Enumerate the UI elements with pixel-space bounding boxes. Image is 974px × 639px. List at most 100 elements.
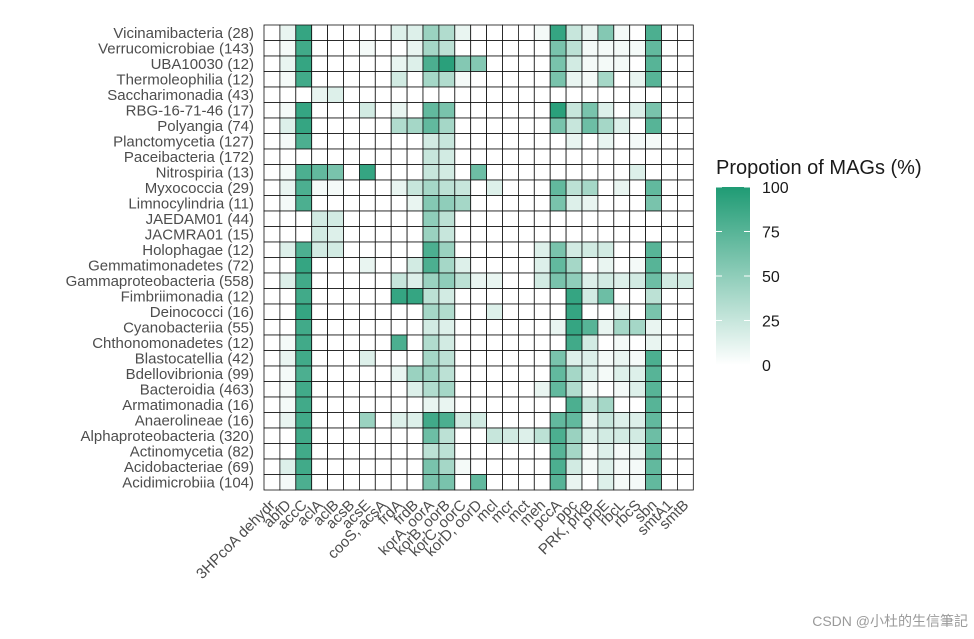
heatmap-cell bbox=[549, 396, 567, 413]
heatmap-cell bbox=[311, 334, 329, 351]
row-label: UBA10030 (12) bbox=[151, 56, 254, 73]
heatmap-cell bbox=[454, 272, 472, 289]
heatmap-cell bbox=[661, 195, 678, 212]
heatmap-cell bbox=[406, 148, 424, 165]
heatmap-cell bbox=[438, 241, 456, 258]
heatmap-cell bbox=[533, 303, 551, 320]
heatmap-cell bbox=[581, 164, 599, 181]
heatmap-cell bbox=[279, 24, 297, 41]
heatmap-cell bbox=[374, 303, 392, 320]
heatmap-cell bbox=[295, 412, 313, 429]
heatmap-cell bbox=[502, 443, 519, 460]
heatmap-cell bbox=[613, 24, 631, 41]
heatmap-cell bbox=[661, 319, 678, 336]
heatmap-cell bbox=[613, 458, 631, 475]
heatmap-cell bbox=[581, 474, 599, 491]
heatmap-cell bbox=[518, 71, 535, 88]
heatmap-cell bbox=[390, 24, 408, 41]
heatmap-cell bbox=[645, 71, 662, 88]
row-label: Anaerolineae (16) bbox=[135, 412, 254, 429]
heatmap-cell bbox=[581, 102, 599, 119]
heatmap-cell bbox=[311, 288, 329, 305]
row-labels: Vicinamibacteria (28)Verrucomicrobiae (1… bbox=[66, 25, 254, 491]
heatmap-cell bbox=[454, 71, 472, 88]
heatmap-cell bbox=[581, 334, 599, 351]
heatmap-cell bbox=[279, 381, 297, 398]
heatmap-cell bbox=[470, 288, 488, 305]
heatmap-cell bbox=[518, 117, 535, 134]
heatmap-cell bbox=[565, 474, 583, 491]
heatmap-cell bbox=[295, 257, 313, 274]
heatmap-cell bbox=[438, 148, 456, 165]
heatmap-cell bbox=[486, 334, 503, 351]
heatmap-cell bbox=[438, 365, 456, 382]
heatmap-cell bbox=[661, 474, 678, 491]
heatmap-cell bbox=[454, 381, 472, 398]
heatmap-cell bbox=[406, 195, 424, 212]
heatmap-cell bbox=[454, 179, 472, 196]
heatmap-cell bbox=[533, 334, 551, 351]
heatmap-cell bbox=[629, 427, 647, 444]
heatmap-cell bbox=[581, 148, 599, 165]
heatmap-cell bbox=[343, 474, 360, 491]
heatmap-cell bbox=[565, 226, 583, 243]
heatmap-cell bbox=[518, 427, 535, 444]
heatmap-cell bbox=[629, 272, 647, 289]
heatmap-cell bbox=[438, 40, 456, 57]
heatmap-cell bbox=[581, 210, 599, 227]
heatmap-cell bbox=[486, 164, 503, 181]
heatmap-cell bbox=[613, 179, 631, 196]
column-labels: 3HPcoA dehydrabfDaccCaclAaclBacsBacsEcoo… bbox=[193, 496, 692, 582]
heatmap-cell bbox=[645, 241, 662, 258]
heatmap-cell bbox=[406, 272, 424, 289]
heatmap-cell bbox=[677, 179, 694, 196]
heatmap-cell bbox=[406, 288, 424, 305]
heatmap-cell bbox=[327, 117, 344, 134]
heatmap-cell bbox=[645, 117, 662, 134]
heatmap-cell bbox=[438, 272, 456, 289]
heatmap-cell bbox=[343, 443, 360, 460]
heatmap-cell bbox=[533, 427, 551, 444]
heatmap-cell bbox=[565, 117, 583, 134]
heatmap-cell bbox=[581, 40, 599, 57]
heatmap-cell bbox=[438, 334, 456, 351]
heatmap-cell bbox=[454, 40, 472, 57]
heatmap-cell bbox=[374, 319, 392, 336]
heatmap-cell bbox=[502, 210, 519, 227]
heatmap-cell bbox=[470, 164, 488, 181]
heatmap-cell bbox=[327, 257, 344, 274]
heatmap-cell bbox=[438, 117, 456, 134]
heatmap-cell bbox=[677, 458, 694, 475]
heatmap-cell bbox=[661, 71, 678, 88]
heatmap-cell bbox=[613, 195, 631, 212]
heatmap-cell bbox=[422, 257, 440, 274]
heatmap-cell bbox=[486, 133, 503, 150]
heatmap-cell bbox=[565, 412, 583, 429]
heatmap-cell bbox=[358, 396, 376, 413]
heatmap-cell bbox=[502, 226, 519, 243]
heatmap-cell bbox=[486, 179, 503, 196]
heatmap-cell bbox=[629, 102, 647, 119]
heatmap-cell bbox=[549, 272, 567, 289]
heatmap-cell bbox=[470, 474, 488, 491]
heatmap-cell bbox=[486, 117, 503, 134]
heatmap-cell bbox=[581, 443, 599, 460]
heatmap-cell bbox=[279, 241, 297, 258]
heatmap-cell bbox=[263, 257, 281, 274]
heatmap-cell bbox=[565, 102, 583, 119]
heatmap-cell bbox=[502, 458, 519, 475]
heatmap-cell bbox=[454, 303, 472, 320]
watermark: CSDN @小杜的生信筆記 bbox=[812, 613, 968, 629]
row-label: JAEDAM01 (44) bbox=[146, 211, 254, 228]
heatmap-cell bbox=[438, 319, 456, 336]
heatmap-cell bbox=[629, 210, 647, 227]
heatmap-cell bbox=[358, 350, 376, 367]
heatmap-cell bbox=[502, 117, 519, 134]
heatmap-cell bbox=[454, 412, 472, 429]
heatmap-cell bbox=[645, 102, 662, 119]
heatmap-cell bbox=[263, 443, 281, 460]
heatmap-cell bbox=[279, 164, 297, 181]
heatmap-cell bbox=[581, 365, 599, 382]
heatmap-cell bbox=[470, 303, 488, 320]
heatmap-cell bbox=[597, 210, 615, 227]
